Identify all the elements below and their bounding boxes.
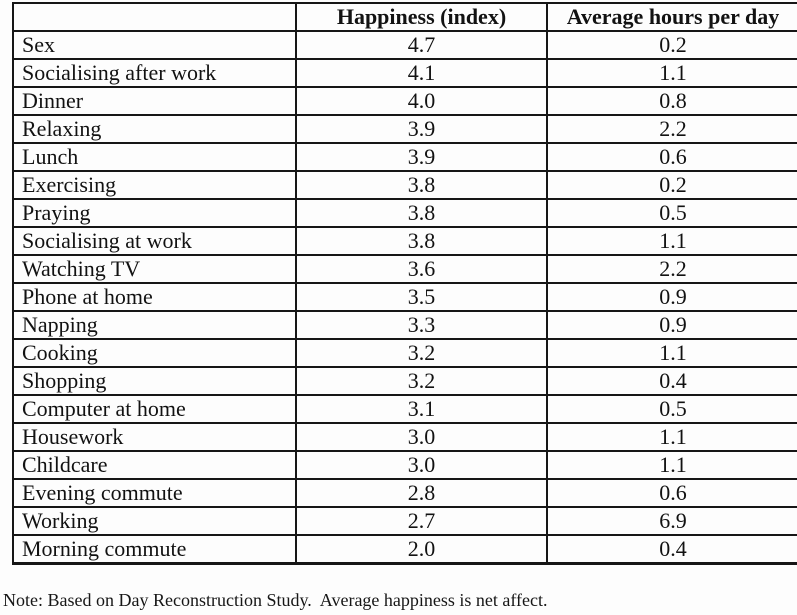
happiness-cell: 3.5 [295, 282, 548, 312]
hours-cell: 0.9 [546, 282, 797, 312]
header-row: Happiness (index) Average hours per day [12, 2, 797, 32]
table-row: Sex 4.7 0.2 [12, 30, 797, 60]
activity-cell: Childcare [12, 450, 297, 480]
table-row: Dinner 4.0 0.8 [12, 86, 797, 116]
happiness-cell: 3.2 [295, 338, 548, 368]
happiness-cell: 3.8 [295, 170, 548, 200]
happiness-cell: 3.3 [295, 310, 548, 340]
happiness-cell: 3.6 [295, 254, 548, 284]
activity-cell: Napping [12, 310, 297, 340]
table-row: Computer at home 3.1 0.5 [12, 394, 797, 424]
activity-cell: Housework [12, 422, 297, 452]
happiness-activities-table: Happiness (index) Average hours per day … [12, 2, 797, 565]
happiness-cell: 2.0 [295, 534, 548, 565]
activity-cell: Computer at home [12, 394, 297, 424]
happiness-cell: 4.0 [295, 86, 548, 116]
happiness-cell: 3.1 [295, 394, 548, 424]
activity-cell: Phone at home [12, 282, 297, 312]
activity-cell: Evening commute [12, 478, 297, 508]
hours-cell: 0.6 [546, 142, 797, 172]
table-row: Cooking 3.2 1.1 [12, 338, 797, 368]
activity-cell: Relaxing [12, 114, 297, 144]
hours-cell: 0.2 [546, 30, 797, 60]
activity-cell: Exercising [12, 170, 297, 200]
table-row: Relaxing 3.9 2.2 [12, 114, 797, 144]
happiness-cell: 4.7 [295, 30, 548, 60]
hours-cell: 0.8 [546, 86, 797, 116]
activity-cell: Morning commute [12, 534, 297, 565]
happiness-cell: 3.9 [295, 142, 548, 172]
table-row: Shopping 3.2 0.4 [12, 366, 797, 396]
hours-cell: 2.2 [546, 254, 797, 284]
table-footnote: Note: Based on Day Reconstruction Study.… [3, 590, 548, 610]
happiness-cell: 3.8 [295, 226, 548, 256]
hours-cell: 0.9 [546, 310, 797, 340]
hours-column-header: Average hours per day [546, 2, 797, 32]
table-row: Evening commute 2.8 0.6 [12, 478, 797, 508]
activity-cell: Socialising at work [12, 226, 297, 256]
activity-cell: Watching TV [12, 254, 297, 284]
table-row: Praying 3.8 0.5 [12, 198, 797, 228]
table-row: Socialising at work 3.8 1.1 [12, 226, 797, 256]
activity-cell: Socialising after work [12, 58, 297, 88]
activity-cell: Cooking [12, 338, 297, 368]
happiness-cell: 2.7 [295, 506, 548, 536]
table-row: Morning commute 2.0 0.4 [12, 534, 797, 565]
activity-cell: Dinner [12, 86, 297, 116]
hours-cell: 0.2 [546, 170, 797, 200]
hours-cell: 0.5 [546, 394, 797, 424]
table-row: Childcare 3.0 1.1 [12, 450, 797, 480]
table-row: Lunch 3.9 0.6 [12, 142, 797, 172]
hours-cell: 6.9 [546, 506, 797, 536]
hours-cell: 1.1 [546, 226, 797, 256]
happiness-cell: 3.8 [295, 198, 548, 228]
table-row: Phone at home 3.5 0.9 [12, 282, 797, 312]
table-row: Exercising 3.8 0.2 [12, 170, 797, 200]
happiness-cell: 3.0 [295, 422, 548, 452]
hours-cell: 0.5 [546, 198, 797, 228]
happiness-column-header: Happiness (index) [295, 2, 548, 32]
activity-cell: Praying [12, 198, 297, 228]
corner-header-cell [12, 2, 297, 32]
activity-cell: Working [12, 506, 297, 536]
table-row: Napping 3.3 0.9 [12, 310, 797, 340]
happiness-cell: 2.8 [295, 478, 548, 508]
activity-cell: Lunch [12, 142, 297, 172]
hours-cell: 1.1 [546, 338, 797, 368]
hours-cell: 2.2 [546, 114, 797, 144]
happiness-cell: 3.2 [295, 366, 548, 396]
hours-cell: 1.1 [546, 58, 797, 88]
hours-cell: 0.4 [546, 534, 797, 565]
hours-cell: 0.4 [546, 366, 797, 396]
happiness-cell: 4.1 [295, 58, 548, 88]
happiness-cell: 3.0 [295, 450, 548, 480]
table-row: Housework 3.0 1.1 [12, 422, 797, 452]
table-row: Working 2.7 6.9 [12, 506, 797, 536]
happiness-cell: 3.9 [295, 114, 548, 144]
table-row: Socialising after work 4.1 1.1 [12, 58, 797, 88]
table-row: Watching TV 3.6 2.2 [12, 254, 797, 284]
hours-cell: 1.1 [546, 450, 797, 480]
hours-cell: 0.6 [546, 478, 797, 508]
hours-cell: 1.1 [546, 422, 797, 452]
activity-cell: Sex [12, 30, 297, 60]
activity-cell: Shopping [12, 366, 297, 396]
